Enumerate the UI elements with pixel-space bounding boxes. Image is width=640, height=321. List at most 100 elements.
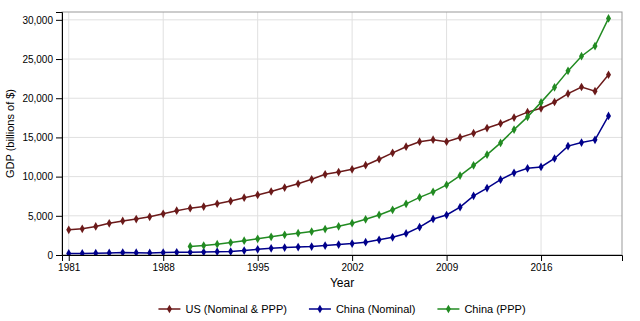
tick-mark bbox=[56, 255, 62, 256]
tick-label: 1995 bbox=[247, 262, 270, 273]
series-point bbox=[350, 165, 355, 174]
series-line bbox=[69, 116, 609, 253]
series-point bbox=[417, 223, 422, 232]
series-point bbox=[512, 113, 517, 122]
series-point bbox=[147, 249, 152, 255]
grid-line bbox=[541, 12, 542, 255]
series-point bbox=[66, 249, 71, 255]
series-point bbox=[161, 248, 166, 255]
series-line bbox=[190, 18, 608, 246]
series-point bbox=[404, 199, 409, 208]
series-point bbox=[93, 249, 98, 255]
series-group bbox=[66, 14, 611, 255]
series-point bbox=[107, 249, 112, 255]
series-point bbox=[309, 175, 314, 184]
series-point bbox=[512, 125, 517, 134]
tick: 0 bbox=[47, 250, 62, 261]
legend: US (Nominal & PPP) China (Nominal) China (… bbox=[158, 303, 525, 315]
series-point bbox=[269, 232, 274, 241]
grid-line bbox=[62, 176, 622, 177]
series bbox=[66, 112, 611, 255]
series-point bbox=[201, 202, 206, 211]
series-point bbox=[309, 227, 314, 236]
series-point bbox=[363, 161, 368, 170]
tick: 2016 bbox=[530, 255, 553, 273]
series-point bbox=[606, 14, 611, 23]
series-point bbox=[269, 244, 274, 253]
series-point bbox=[255, 191, 260, 200]
series-point bbox=[336, 168, 341, 177]
series-point bbox=[228, 197, 233, 206]
series-point bbox=[431, 135, 436, 144]
grid-line bbox=[62, 137, 622, 138]
legend-entry: US (Nominal & PPP) bbox=[158, 303, 286, 315]
series-point bbox=[93, 222, 98, 231]
series-point bbox=[296, 179, 301, 188]
series-point bbox=[498, 139, 503, 148]
series-point bbox=[80, 249, 85, 255]
series-point bbox=[363, 238, 368, 247]
tick-mark bbox=[56, 177, 62, 178]
tick-mark bbox=[56, 20, 62, 21]
grid-line bbox=[62, 19, 622, 20]
series-point bbox=[566, 89, 571, 98]
series-point bbox=[377, 235, 382, 244]
series-point bbox=[282, 183, 287, 192]
series-point bbox=[592, 42, 597, 51]
y-axis-title: GDP (billions of $) bbox=[4, 89, 16, 178]
series-point bbox=[566, 67, 571, 76]
series-point bbox=[606, 70, 611, 79]
series-point bbox=[80, 224, 85, 233]
series-point bbox=[404, 142, 409, 151]
grid-line bbox=[62, 98, 622, 99]
series-point bbox=[323, 241, 328, 250]
series-point bbox=[282, 243, 287, 252]
series-point bbox=[525, 164, 530, 173]
series-point bbox=[215, 199, 220, 208]
tick: 20,000 bbox=[22, 93, 62, 104]
series-point bbox=[66, 225, 71, 234]
series-point bbox=[471, 129, 476, 138]
series-point bbox=[107, 219, 112, 228]
series-point bbox=[161, 209, 166, 218]
series-point bbox=[552, 154, 557, 163]
tick-mark bbox=[447, 255, 448, 261]
series-point bbox=[147, 212, 152, 221]
series-point bbox=[579, 52, 584, 61]
tick-label: 0 bbox=[47, 250, 53, 261]
series-point bbox=[188, 242, 193, 251]
series-point bbox=[512, 168, 517, 177]
tick: 1995 bbox=[247, 255, 270, 273]
plot-frame bbox=[62, 12, 622, 255]
series-point bbox=[242, 246, 247, 255]
legend-entry: China (PPP) bbox=[437, 303, 525, 315]
series-point bbox=[336, 240, 341, 249]
legend-label: China (PPP) bbox=[464, 303, 525, 315]
series-point bbox=[255, 245, 260, 254]
series-point bbox=[471, 191, 476, 200]
tick-label: 2002 bbox=[341, 262, 364, 273]
series-point bbox=[444, 211, 449, 220]
series-point bbox=[120, 248, 125, 255]
series-point bbox=[552, 98, 557, 107]
tick-mark bbox=[258, 255, 259, 261]
tick-mark bbox=[56, 98, 62, 99]
y-axis: 05,00010,00015,00020,00025,00030,000 bbox=[22, 13, 62, 261]
legend-entry: China (Nominal) bbox=[309, 303, 415, 315]
tick-mark bbox=[541, 255, 542, 261]
series-point bbox=[323, 170, 328, 179]
series-point bbox=[566, 142, 571, 151]
tick-label: 2009 bbox=[436, 262, 459, 273]
series-point bbox=[552, 83, 557, 92]
grid bbox=[62, 12, 622, 255]
series-point bbox=[390, 233, 395, 242]
series-point bbox=[242, 193, 247, 202]
series-point bbox=[296, 243, 301, 252]
series-point bbox=[404, 229, 409, 238]
tick-mark bbox=[56, 59, 62, 60]
series-point bbox=[431, 215, 436, 224]
series-point bbox=[120, 217, 125, 226]
grid-line bbox=[163, 12, 164, 255]
series-point bbox=[485, 124, 490, 133]
series-point bbox=[323, 225, 328, 234]
